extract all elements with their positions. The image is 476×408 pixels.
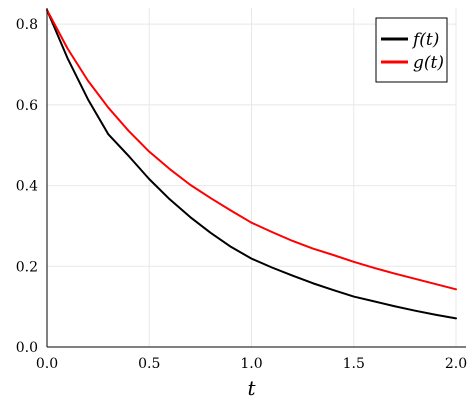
series-line-g	[46, 9, 457, 291]
x-tick-label: 2.0	[445, 356, 467, 372]
y-tick-labels: 0.0 0.2 0.4 0.6 0.8	[16, 17, 38, 356]
legend-label: g(t)	[413, 53, 444, 73]
x-tick-label: 1.0	[240, 356, 262, 372]
y-tick-label: 0.2	[16, 259, 38, 275]
x-tick-label: 0.0	[36, 356, 58, 372]
y-tick-label: 0.4	[16, 179, 38, 195]
x-tick-labels: 0.0 0.5 1.0 1.5 2.0	[36, 356, 467, 372]
series-lines	[46, 9, 457, 320]
axes	[46, 8, 466, 348]
y-tick-label: 0.0	[16, 340, 38, 356]
legend-box	[375, 17, 448, 83]
series-line-f	[46, 9, 457, 320]
x-tick-label: 1.5	[343, 356, 365, 372]
x-tick-label: 0.5	[138, 356, 160, 372]
y-tick-label: 0.6	[16, 98, 38, 114]
y-tick-label: 0.8	[16, 17, 38, 33]
legend: f(t) g(t)	[375, 17, 448, 83]
x-axis-label: t	[247, 376, 256, 400]
legend-label: f(t)	[411, 30, 439, 50]
